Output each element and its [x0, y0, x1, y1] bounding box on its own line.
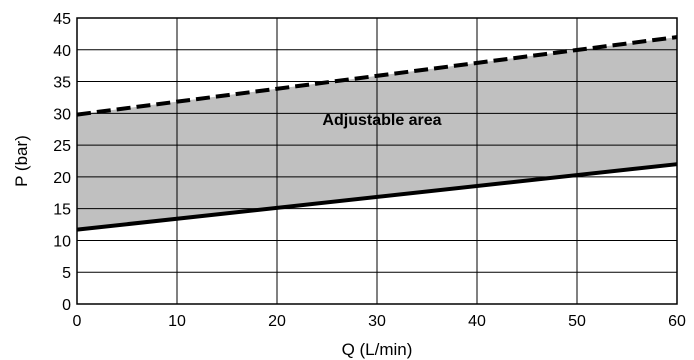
x-tick-label-20: 20 [268, 313, 286, 330]
y-tick-label-45: 45 [53, 11, 71, 28]
y-axis-title: P (bar) [12, 135, 31, 187]
x-tick-label-60: 60 [668, 313, 686, 330]
adjustable-area-label: Adjustable area [322, 112, 441, 129]
x-axis-title: Q (L/min) [342, 340, 413, 359]
y-tick-label-10: 10 [53, 233, 71, 250]
y-tick-label-20: 20 [53, 170, 71, 187]
x-tick-label-50: 50 [568, 313, 586, 330]
upper-limit-dashed-line [76, 35, 678, 117]
y-tick-label-40: 40 [53, 43, 71, 60]
y-tick-label-30: 30 [53, 106, 71, 123]
y-tick-label-25: 25 [53, 138, 71, 155]
y-tick-label-35: 35 [53, 75, 71, 92]
y-tick-label-5: 5 [62, 265, 71, 282]
y-tick-label-15: 15 [53, 202, 71, 219]
lower-limit-solid-line [76, 162, 678, 232]
series-layer [76, 35, 678, 232]
x-tick-labels: 0 10 20 30 40 50 60 [73, 313, 686, 330]
x-tick-label-40: 40 [468, 313, 486, 330]
x-tick-label-10: 10 [168, 313, 186, 330]
y-tick-labels: 0 5 10 15 20 25 30 35 40 45 [53, 11, 71, 314]
x-tick-label-30: 30 [368, 313, 386, 330]
y-tick-label-0: 0 [62, 297, 71, 314]
plot-frame [76, 17, 678, 305]
x-tick-label-0: 0 [73, 313, 82, 330]
